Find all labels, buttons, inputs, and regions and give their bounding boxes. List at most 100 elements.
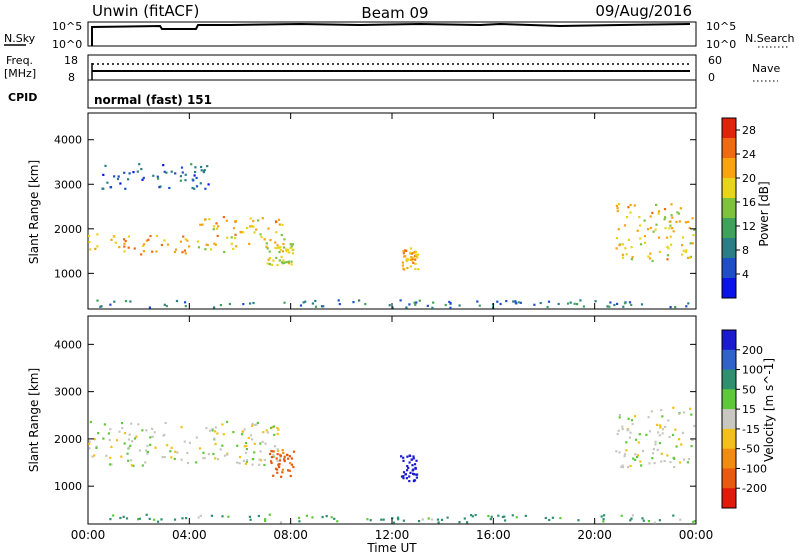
- data-cell: [210, 514, 213, 517]
- data-cell: [141, 464, 144, 467]
- data-cell: [657, 431, 660, 434]
- data-cell: [162, 164, 165, 167]
- data-cell: [275, 231, 278, 234]
- data-cell: [160, 518, 163, 521]
- data-cell: [320, 305, 324, 308]
- data-cell: [682, 249, 685, 252]
- data-cell: [664, 216, 667, 219]
- colorbar-tick-label: 100: [742, 364, 763, 377]
- data-cell: [675, 220, 678, 224]
- data-cell: [138, 449, 141, 452]
- data-cell: [288, 251, 291, 254]
- data-cell: [672, 406, 675, 409]
- data-cell: [627, 417, 630, 420]
- data-cell: [689, 407, 692, 410]
- data-cell: [219, 448, 222, 451]
- data-cell: [148, 517, 151, 520]
- data-cell: [412, 455, 415, 458]
- data-cell: [114, 241, 117, 244]
- nave-tick-bottom: 0: [708, 71, 715, 84]
- data-cell: [197, 516, 200, 519]
- data-cell: [613, 303, 616, 307]
- data-cell: [137, 518, 140, 521]
- data-cell: [582, 305, 585, 308]
- data-cell: [202, 457, 205, 460]
- data-cell: [245, 444, 248, 448]
- power-panel: 1000 2000 3000 4000 Slant Range [km]: [27, 112, 697, 310]
- data-cell: [618, 451, 621, 454]
- colorbar-segment: [722, 330, 736, 351]
- data-cell: [180, 458, 183, 461]
- data-cell: [666, 258, 669, 261]
- data-cell: [162, 434, 165, 437]
- data-cell: [314, 299, 317, 303]
- data-cell: [149, 443, 152, 446]
- data-cell: [652, 230, 655, 233]
- data-cell: [138, 163, 141, 166]
- colorbar-tick-label: 28: [742, 124, 756, 137]
- data-cell: [151, 427, 154, 430]
- data-cell: [159, 185, 162, 188]
- data-cell: [258, 463, 261, 466]
- data-cell: [221, 423, 224, 426]
- data-cell: [265, 245, 268, 248]
- data-cell: [408, 303, 411, 306]
- data-cell: [123, 442, 126, 445]
- power-colorbar-label: Power [dB]: [757, 181, 771, 246]
- data-cell: [401, 264, 404, 267]
- data-cell: [249, 434, 253, 437]
- data-cell: [253, 231, 256, 234]
- data-cell: [666, 454, 669, 457]
- data-cell: [606, 305, 609, 308]
- data-cell: [136, 170, 139, 173]
- data-cell: [632, 457, 635, 460]
- data-cell: [476, 300, 479, 303]
- data-cell: [268, 257, 272, 260]
- velocity-ylabel: Slant Range [km]: [27, 368, 41, 472]
- data-cell: [669, 235, 672, 238]
- data-cell: [276, 427, 279, 430]
- data-cell: [226, 453, 229, 456]
- data-cell: [656, 423, 659, 426]
- data-cell: [449, 302, 452, 305]
- data-cell: [409, 471, 412, 474]
- data-cell: [263, 458, 266, 462]
- data-cell: [88, 234, 91, 238]
- data-cell: [109, 518, 112, 521]
- data-cell: [200, 169, 203, 172]
- data-cell: [125, 517, 129, 520]
- data-cell: [188, 245, 191, 248]
- data-cell: [533, 303, 536, 306]
- data-cell: [616, 210, 619, 213]
- data-cell: [338, 303, 341, 306]
- data-cell: [128, 446, 131, 449]
- data-cell: [524, 514, 527, 517]
- data-cell: [264, 518, 267, 521]
- data-cell: [670, 203, 673, 206]
- data-cell: [277, 428, 280, 431]
- data-cell: [504, 519, 507, 522]
- data-cell: [279, 521, 283, 524]
- data-cell: [163, 456, 166, 459]
- data-cell: [692, 234, 695, 237]
- colorbar-frame: [721, 329, 737, 509]
- y-tick-label: 1000: [54, 267, 82, 280]
- data-cell: [470, 514, 473, 517]
- y-tick-label: 4000: [54, 134, 82, 147]
- data-cell: [208, 429, 212, 432]
- data-cell: [402, 519, 405, 522]
- data-cell: [544, 516, 547, 520]
- data-cell: [292, 450, 296, 453]
- data-cell: [285, 248, 288, 251]
- data-cell: [259, 442, 262, 445]
- data-cell: [222, 216, 225, 219]
- data-cell: [559, 517, 562, 520]
- data-cell: [232, 247, 235, 250]
- data-cell: [109, 303, 112, 306]
- data-cell: [684, 250, 687, 253]
- data-cell: [216, 432, 219, 435]
- data-cell: [270, 426, 273, 430]
- data-cell: [146, 452, 149, 455]
- data-cell: [514, 300, 517, 303]
- data-cell: [118, 430, 121, 433]
